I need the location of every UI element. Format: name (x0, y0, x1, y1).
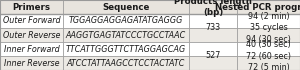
Text: Outer Forward: Outer Forward (3, 17, 60, 25)
Bar (237, 0, 300, 14)
Text: 94 (2 min)
35 cycles
94 (30 sec): 94 (2 min) 35 cycles 94 (30 sec) (246, 12, 291, 44)
Bar (63, 56, 189, 70)
Text: Outer Reverse: Outer Reverse (3, 31, 60, 39)
Bar (237, 14, 300, 28)
Bar (0, 42, 63, 56)
Text: Primers: Primers (13, 3, 50, 11)
Bar (63, 14, 189, 28)
Bar (0, 0, 63, 14)
Text: AAGGTGAGTATCCCTGCCTAAC: AAGGTGAGTATCCCTGCCTAAC (66, 31, 186, 39)
Bar (63, 42, 189, 56)
Text: Nested PCR programs: Nested PCR programs (215, 3, 300, 11)
Bar (0, 28, 63, 42)
Text: Sequence: Sequence (102, 3, 150, 11)
Bar (189, 0, 237, 14)
Text: 40 (30 sec)
72 (60 sec)
72 (5 min): 40 (30 sec) 72 (60 sec) 72 (5 min) (246, 40, 291, 70)
Bar (0, 14, 63, 28)
Bar (237, 56, 300, 70)
Text: 733: 733 (206, 24, 220, 32)
Text: 527: 527 (205, 52, 221, 60)
Bar (63, 28, 189, 42)
Text: ATCCTATTAAGCCTCCTACTATC: ATCCTATTAAGCCTCCTACTATC (67, 59, 185, 67)
Bar (63, 0, 189, 14)
Bar (189, 28, 237, 42)
Bar (189, 56, 237, 70)
Text: Inner Reverse: Inner Reverse (4, 59, 59, 67)
Bar (189, 42, 237, 56)
Text: Inner Forward: Inner Forward (4, 45, 59, 53)
Bar (0, 56, 63, 70)
Bar (237, 42, 300, 56)
Bar (237, 28, 300, 42)
Bar (189, 14, 237, 28)
Text: TGGAGGAGGAGATATGAGGG: TGGAGGAGGAGATATGAGGG (69, 17, 183, 25)
Text: TTCATTGGGTTCTTAGGAGCAG: TTCATTGGGTTCTTAGGAGCAG (66, 45, 186, 53)
Text: Products length
(bp): Products length (bp) (174, 0, 252, 17)
